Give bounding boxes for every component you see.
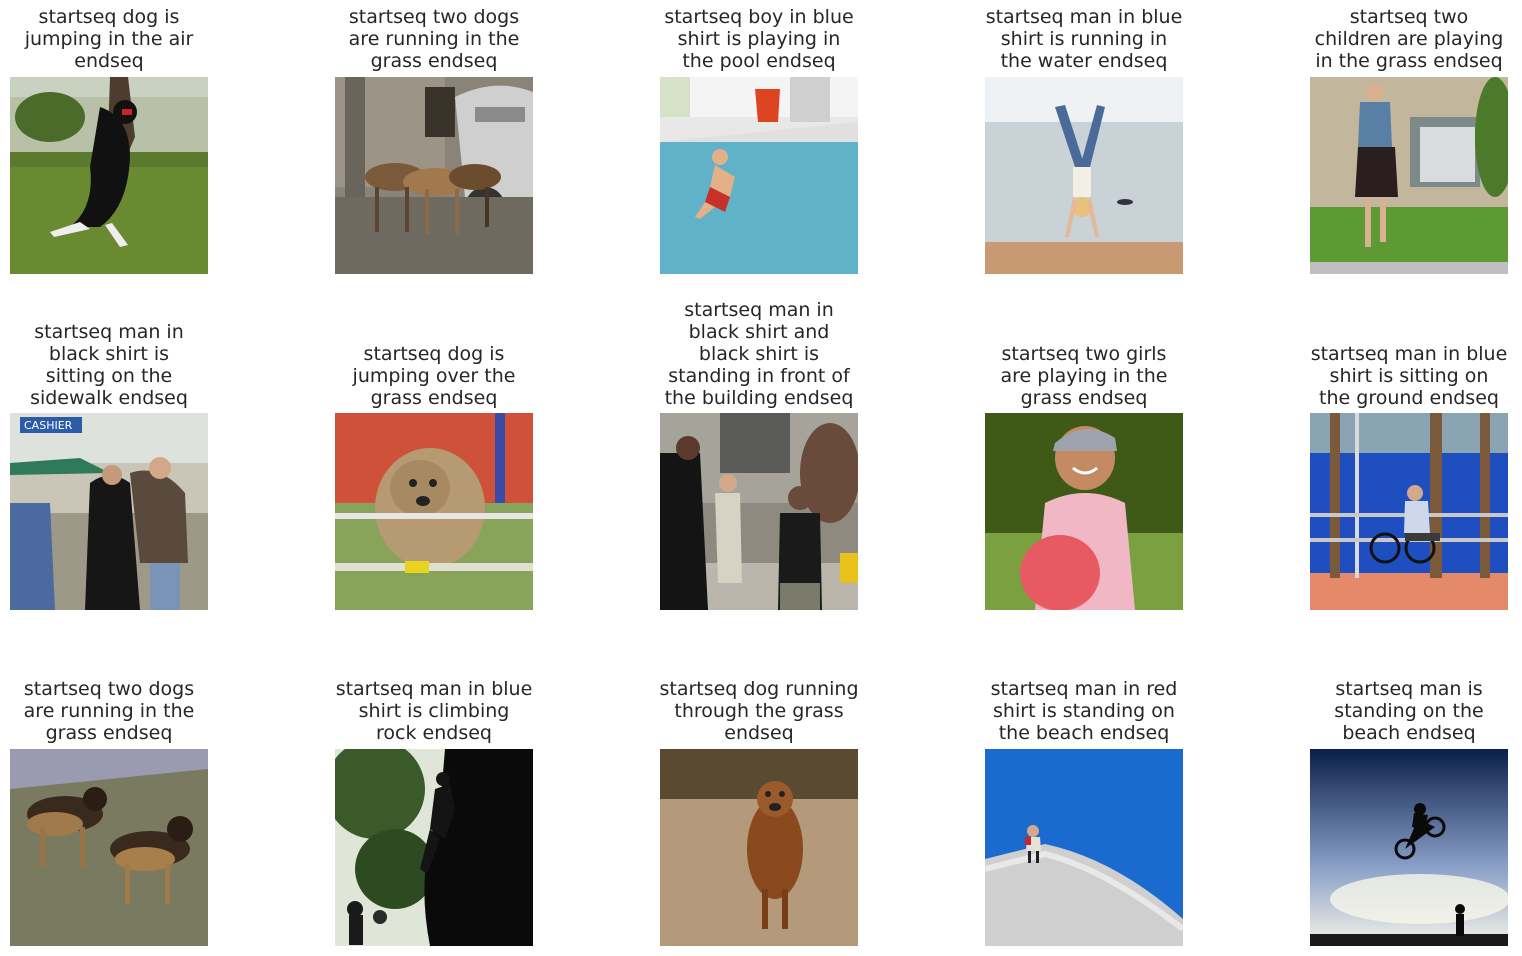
photo-snow-slope	[985, 749, 1183, 946]
caption: startseq man is standing on the beach en…	[1334, 678, 1484, 744]
grid-cell: startseq two dogs are running in the gra…	[329, 0, 539, 320]
grid-cell: startseq dog is jumping over the grass e…	[329, 300, 539, 620]
photo-german-shepherds	[10, 749, 208, 946]
photo-rock-climber	[335, 749, 533, 946]
grid-cell: startseq man in black shirt is sitting o…	[4, 300, 214, 620]
caption: startseq man in blue shirt is running in…	[985, 6, 1183, 72]
photo-woman-walking	[1310, 77, 1508, 274]
caption: startseq man in blue shirt is sitting on…	[1310, 343, 1508, 409]
grid-cell: startseq man in blue shirt is climbing r…	[329, 636, 539, 956]
grid-cell: startseq two girls are playing in the gr…	[979, 300, 1189, 620]
photo-dog-jumping	[10, 77, 208, 274]
caption: startseq dog is jumping over the grass e…	[352, 343, 516, 409]
photo-boy-pool	[660, 77, 858, 274]
caption: startseq man in black shirt and black sh…	[664, 299, 854, 409]
grid-cell: startseq man in black shirt and black sh…	[654, 299, 864, 620]
grid-cell: startseq dog is jumping in the air endse…	[4, 0, 214, 320]
grid-cell: startseq man in blue shirt is sitting on…	[1304, 300, 1514, 620]
photo-handstand-beach	[985, 77, 1183, 274]
photo-bmx-sky	[1310, 749, 1508, 946]
photo-dog-running-field	[660, 749, 858, 946]
photo-couple-market: CASHIER	[10, 413, 208, 610]
photo-girl-smiling	[985, 413, 1183, 610]
caption: startseq man in black shirt is sitting o…	[30, 321, 188, 409]
grid-cell: startseq man is standing on the beach en…	[1304, 636, 1514, 956]
caption: startseq man in red shirt is standing on…	[990, 678, 1178, 744]
grid-cell: startseq dog running through the grass e…	[654, 636, 864, 956]
caption: startseq man in blue shirt is climbing r…	[335, 678, 533, 744]
caption: startseq dog is jumping in the air endse…	[24, 6, 194, 72]
caption: startseq dog running through the grass e…	[659, 678, 859, 744]
grid-cell: startseq two children are playing in the…	[1304, 0, 1514, 320]
photo-people-street	[660, 413, 858, 610]
svg-text:CASHIER: CASHIER	[24, 419, 73, 432]
photo-dogs-pack	[335, 77, 533, 274]
caption: startseq boy in blue shirt is playing in…	[664, 6, 854, 72]
caption: startseq two children are playing in the…	[1314, 6, 1504, 72]
caption: startseq two girls are playing in the gr…	[1000, 343, 1168, 409]
grid-cell: startseq boy in blue shirt is playing in…	[654, 0, 864, 320]
grid-cell: startseq man in blue shirt is running in…	[979, 0, 1189, 320]
caption: startseq two dogs are running in the gra…	[348, 6, 520, 72]
grid-cell: startseq two dogs are running in the gra…	[4, 636, 214, 956]
photo-man-bench	[1310, 413, 1508, 610]
caption: startseq two dogs are running in the gra…	[23, 678, 195, 744]
grid-cell: startseq man in red shirt is standing on…	[979, 636, 1189, 956]
photo-dog-agility	[335, 413, 533, 610]
